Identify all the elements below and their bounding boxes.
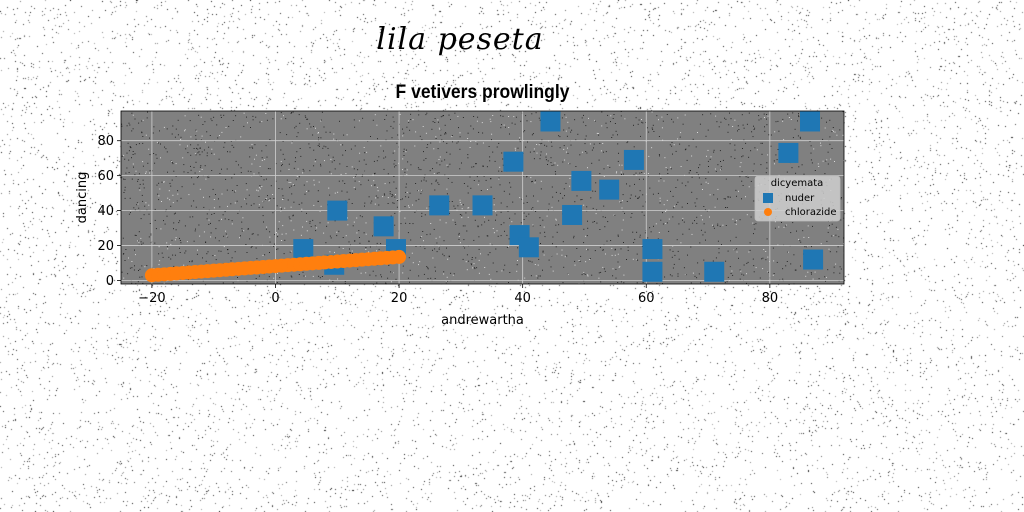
nuder-point [803,249,824,270]
legend-box [754,175,841,222]
nuder-point [800,111,821,132]
y-axis-label: dancing [75,172,90,224]
nuder-point [373,216,394,237]
x-tick-label: 20 [391,291,408,306]
nuder-point [704,261,725,282]
y-tick-label: 20 [97,239,114,254]
data-marks [144,111,824,283]
nuder-point [540,111,561,132]
x-tick-label: −20 [138,291,165,306]
nuder-point [472,195,493,216]
x-tick-label: 40 [514,291,531,306]
legend-title: dicyemata [771,178,824,189]
legend-marker-nuder [763,193,773,203]
nuder-point [623,149,644,170]
y-tick-label: 60 [97,169,114,184]
nuder-point [571,170,592,191]
y-axis-ticks: 0 20 40 60 80 [97,134,121,289]
legend-marker-chlorazide [764,208,772,216]
figure-suptitle: lila peseta [376,22,544,57]
y-tick-label: 0 [106,274,114,289]
nuder-point [778,142,799,163]
x-axis-ticks: −20 0 20 40 60 80 [138,284,778,306]
nuder-point [518,237,539,258]
x-tick-label: 0 [271,291,279,306]
nuder-point [327,200,348,221]
nuder-point [562,204,583,225]
chlorazide-point [392,249,407,264]
y-tick-label: 40 [97,204,114,219]
nuder-point [429,195,450,216]
legend-label-nuder: nuder [785,193,815,204]
chart-title: F vetivers prowlingly [395,82,570,103]
nuder-point [293,239,314,260]
x-axis-label: andrewartha [441,313,524,328]
x-tick-label: 80 [762,291,779,306]
legend: dicyemata nuder chlorazide [754,175,841,222]
legend-label-chlorazide: chlorazide [785,207,837,218]
nuder-point [599,179,620,200]
nuder-point [642,261,663,282]
plot-border [120,110,845,285]
x-tick-label: 60 [638,291,655,306]
nuder-point [503,151,524,172]
nuder-point [642,239,663,260]
y-tick-label: 80 [97,134,114,149]
